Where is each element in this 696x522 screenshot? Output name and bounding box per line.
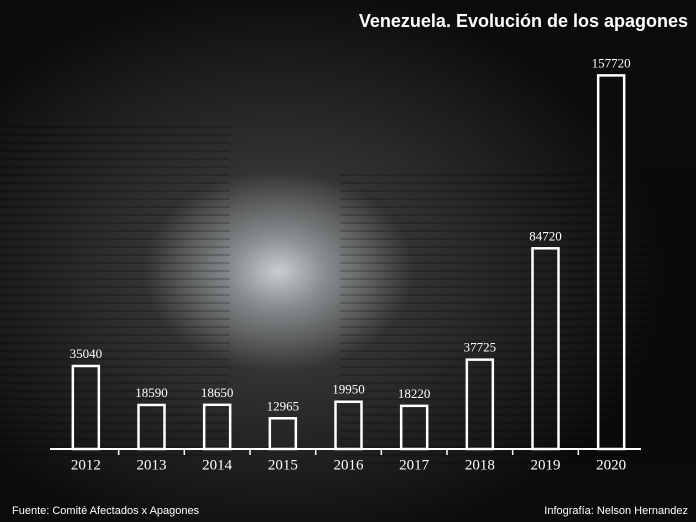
- x-tick-label: 2018: [465, 457, 495, 473]
- bar: [465, 358, 495, 451]
- x-tick-label: 2012: [71, 457, 101, 473]
- source-note: Fuente: Comité Afectados x Apagones: [12, 505, 200, 517]
- value-label: 18590: [135, 385, 168, 400]
- value-label: 35040: [70, 346, 103, 361]
- bar: [596, 74, 626, 451]
- background-texture: [0, 120, 230, 460]
- background-texture: [340, 170, 696, 470]
- value-label: 157720: [592, 55, 631, 70]
- value-label: 37725: [464, 340, 497, 355]
- bar: [137, 403, 166, 451]
- x-tick-label: 2020: [596, 457, 626, 473]
- bar: [202, 403, 232, 451]
- bar: [334, 400, 363, 451]
- value-label: 18220: [398, 386, 431, 401]
- x-tick-label: 2013: [137, 457, 167, 473]
- x-tick-label: 2015: [268, 457, 298, 473]
- bar: [531, 247, 560, 451]
- bar: [268, 417, 298, 451]
- chart-title: Venezuela. Evolución de los apagones: [359, 11, 688, 31]
- value-label: 18650: [201, 385, 234, 400]
- x-tick-label: 2017: [399, 457, 430, 473]
- x-tick-label: 2016: [334, 457, 365, 473]
- value-label: 84720: [529, 228, 562, 243]
- bar: [71, 364, 101, 451]
- x-tick-label: 2014: [202, 457, 233, 473]
- value-label: 12965: [267, 398, 300, 413]
- value-label: 19950: [332, 382, 365, 397]
- credit-note: Infografía: Nelson Hernandez: [544, 505, 688, 517]
- bar: [399, 404, 429, 451]
- x-tick-label: 2019: [531, 457, 561, 473]
